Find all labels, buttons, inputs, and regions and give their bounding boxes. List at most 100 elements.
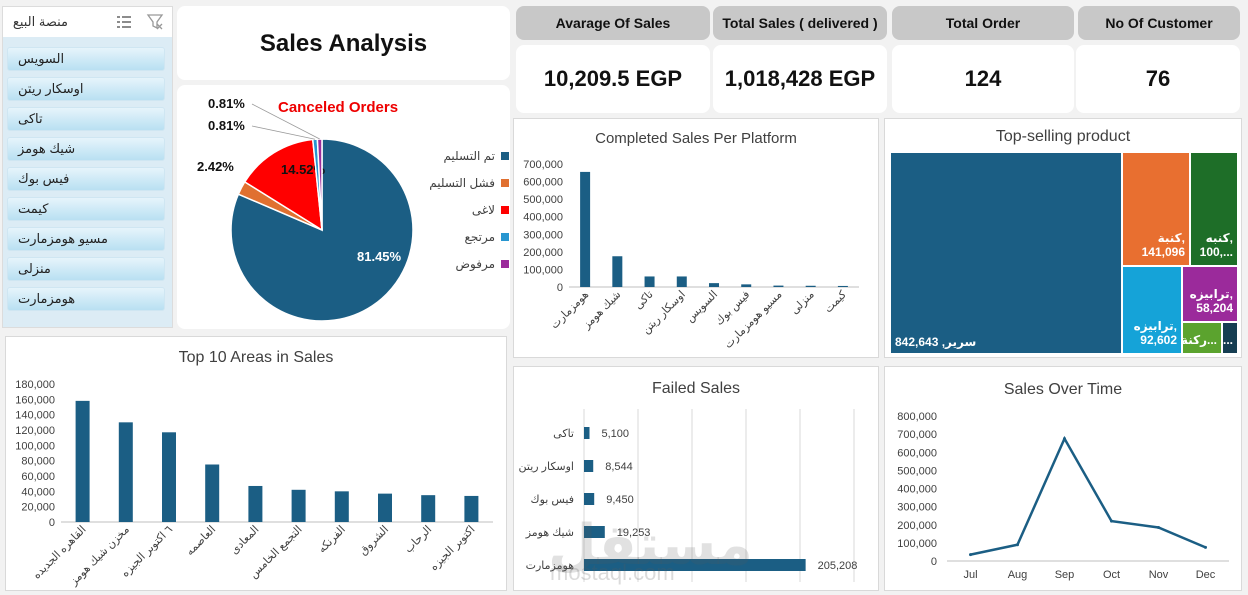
platform-sales-panel: Completed Sales Per Platform 0 100,000 200… <box>513 118 879 358</box>
slicer-item[interactable]: كيمت <box>7 197 165 221</box>
y-tick-label: 140,000 <box>15 410 55 422</box>
slicer-item[interactable]: تاكى <box>7 107 165 131</box>
x-tick-label: Nov <box>1149 569 1169 581</box>
data-label: 9,450 <box>606 494 634 506</box>
bar <box>741 284 752 287</box>
y-tick-label: 120,000 <box>15 425 55 437</box>
canceled-orders-pie: 81.45% 2.42% 14.52% 0.81% 0.81% <box>197 96 414 322</box>
treemap-value: 92,602 <box>1140 333 1177 347</box>
pie-leader-line <box>251 125 316 140</box>
bar <box>291 489 306 522</box>
pie-data-label: 0.81% <box>208 96 245 111</box>
treemap-label: ترابيزه, 58,204 <box>1190 287 1233 315</box>
pie-data-label: 0.81% <box>208 118 245 133</box>
canceled-orders-panel: Canceled Orders 81.45% 2.42% 14.52% 0.81% 0.… <box>177 85 510 329</box>
multi-select-icon[interactable] <box>115 13 133 31</box>
treemap-tile: كنبه, 100,... <box>1191 153 1237 265</box>
kpi-total-order-value: 124 <box>892 45 1074 113</box>
failed-bar-chart: تاكى 5,100 اوسكار ريتن 8,544 فيس بوك 9,450 شيك… <box>519 409 858 582</box>
y-tick-label: 500,000 <box>897 465 937 477</box>
y-tick-label: 20,000 <box>21 502 55 514</box>
series-line <box>970 435 1206 556</box>
x-tick-label: مسيو هومزمارت <box>722 289 784 351</box>
x-tick-label: المعادى <box>228 524 261 557</box>
areas-bar-chart: 0 20,000 40,000 60,000 80,000 100,000 120,000 1… <box>15 379 493 588</box>
data-point <box>1204 545 1207 549</box>
data-label: 19,253 <box>617 527 651 539</box>
legend-swatch <box>501 152 509 160</box>
x-tick-label: Oct <box>1103 569 1120 581</box>
bar <box>584 460 594 472</box>
pie-legend: تم التسليم فشل التسليم لاغى مرتجع مرفوض <box>413 149 509 284</box>
y-tick-label: 0 <box>557 282 563 294</box>
slicer-item[interactable]: اوسكار ريتن <box>7 77 165 101</box>
treemap-value: 141,096 <box>1141 245 1185 259</box>
y-tick-label: 500,000 <box>523 194 563 206</box>
treemap-name: ترابيزه, <box>1133 319 1177 333</box>
x-tick-label: كيمت <box>822 288 849 315</box>
bar <box>584 559 806 571</box>
slicer-item[interactable]: شيك هومز <box>7 137 165 161</box>
pie-slice <box>243 138 323 232</box>
platform-slicer: منصة البيع السويس اوسكار ريتن تاكى شيك هومز… <box>2 6 173 328</box>
bar <box>709 283 719 287</box>
treemap-tile: ركنة... <box>1183 323 1221 353</box>
x-tick-label: اكتوبر الجيزه <box>428 524 478 574</box>
kpi-customers-label: No Of Customer <box>1078 6 1240 40</box>
treemap-name: سرير, 842,643 <box>895 335 977 349</box>
platform-chart-title: Completed Sales Per Platform <box>595 130 797 147</box>
sales-line-chart: 0 100,000 200,000 300,000 400,000 500,000 600,… <box>897 411 1229 581</box>
bar <box>75 400 90 522</box>
treemap-name: كنبه, <box>1205 231 1233 245</box>
legend-item: لاغى <box>413 203 509 230</box>
bar <box>773 285 784 287</box>
slicer-item[interactable]: هومزمارت <box>7 287 165 311</box>
title-panel: Sales Analysis <box>177 6 510 80</box>
legend-label: مرفوض <box>455 257 496 271</box>
data-point <box>969 553 972 557</box>
treemap-name: ركنة... <box>1183 333 1217 347</box>
treemap-name: كنبة, <box>1157 231 1185 245</box>
kpi-total-order-label: Total Order <box>892 6 1074 40</box>
x-tick-label: تاكى <box>632 289 655 312</box>
bar <box>162 432 176 522</box>
data-label: 205,208 <box>818 560 858 572</box>
kpi-total-sales-value: 1,018,428 EGP <box>713 45 887 113</box>
y-tick-label: شيك هومز <box>525 527 574 539</box>
data-label: 5,100 <box>602 428 630 440</box>
failed-chart-title: Failed Sales <box>651 380 741 397</box>
legend-swatch <box>501 206 509 214</box>
slicer-header: منصة البيع <box>3 7 172 37</box>
bar <box>837 285 848 287</box>
treemap-label: ترابيزه, 92,602 <box>1134 319 1177 347</box>
legend-item: مرفوض <box>413 257 509 284</box>
treemap-title: Top-selling product <box>995 128 1131 145</box>
legend-label: فشل التسليم <box>429 176 495 190</box>
y-tick-label: 600,000 <box>523 177 563 189</box>
data-point <box>1110 519 1113 523</box>
slicer-item[interactable]: السويس <box>7 47 165 71</box>
kpi-total-sales-label: Total Sales ( delivered ) <box>713 6 887 40</box>
clear-filter-icon[interactable] <box>146 13 164 31</box>
slicer-item[interactable]: فيس بوك <box>7 167 165 191</box>
y-tick-label: 400,000 <box>897 484 937 496</box>
data-point <box>1063 437 1066 441</box>
bar <box>584 526 605 538</box>
y-tick-label: 300,000 <box>523 229 563 241</box>
slicer-item[interactable]: منزلى <box>7 257 165 281</box>
treemap-tile: كنبة, 141,096 <box>1123 153 1189 265</box>
kpi-customers-value: 76 <box>1076 45 1240 113</box>
slicer-item[interactable]: مسيو هومزمارت <box>7 227 165 251</box>
treemap-label: كنبه, 100,... <box>1200 231 1233 259</box>
sales-over-time-panel: Sales Over Time 0 100,000 200,000 300,000 40… <box>884 366 1242 591</box>
x-tick-label: منزلى <box>789 289 817 317</box>
y-tick-label: تاكى <box>553 428 574 440</box>
y-tick-label: 700,000 <box>523 159 563 171</box>
y-tick-label: 200,000 <box>897 520 937 532</box>
y-tick-label: 0 <box>49 517 55 529</box>
legend-swatch <box>501 233 509 241</box>
areas-chart-title: Top 10 Areas in Sales <box>178 349 334 366</box>
top-product-panel: Top-selling product سرير, 842,643 كنبة, 14… <box>884 118 1242 358</box>
legend-item: تم التسليم <box>413 149 509 176</box>
y-tick-label: 300,000 <box>897 502 937 514</box>
